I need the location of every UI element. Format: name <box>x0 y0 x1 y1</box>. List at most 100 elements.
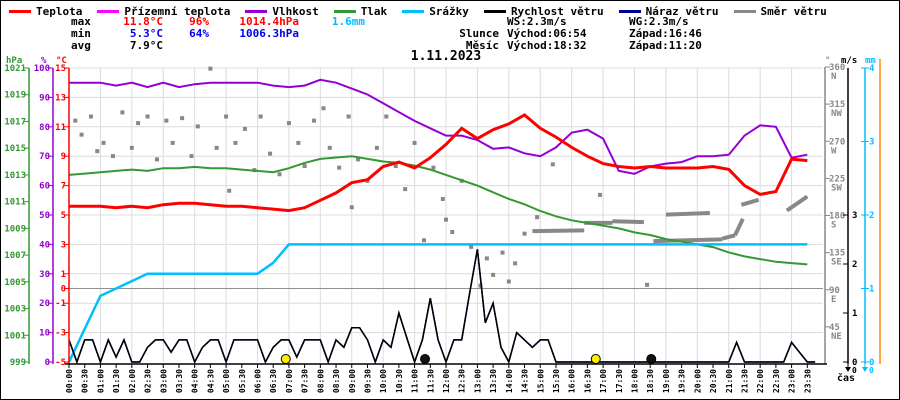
svg-text:60: 60 <box>39 182 50 192</box>
svg-text:16:00: 16:00 <box>568 369 577 393</box>
svg-text:E: E <box>831 295 836 305</box>
svg-text:1011: 1011 <box>4 198 26 208</box>
legend-swatch-rychlost-vetru <box>483 10 506 13</box>
stats-row-avg: avg 7.9°C <box>71 40 365 52</box>
svg-text:23:30: 23:30 <box>803 369 812 393</box>
moon-label: Měsíc <box>465 39 499 52</box>
sun-marker <box>590 354 601 364</box>
svg-text:315: 315 <box>829 100 845 110</box>
legend-item-tlak: Tlak <box>333 5 387 18</box>
svg-text:5: 5 <box>61 211 66 221</box>
svg-text:09:30: 09:30 <box>363 369 372 393</box>
svg-text:10:00: 10:00 <box>379 369 388 393</box>
svg-text:100: 100 <box>34 64 50 74</box>
svg-text:10:30: 10:30 <box>395 369 404 393</box>
svg-text:N: N <box>831 72 836 82</box>
svg-text:15: 15 <box>55 64 66 74</box>
svg-text:21:30: 21:30 <box>740 369 749 393</box>
series-smer-vetru <box>73 66 809 288</box>
svg-text:15:00: 15:00 <box>536 369 545 393</box>
stat-avg-temp: 7.9°C <box>129 39 163 52</box>
stat-max-rain: 1.6mm <box>331 15 365 28</box>
svg-text:13:30: 13:30 <box>489 369 498 393</box>
svg-text:00:00: 00:00 <box>65 369 74 393</box>
axis-ms: m/s 3 2 1 00 <box>841 56 857 375</box>
svg-text:1017: 1017 <box>4 117 26 127</box>
legend-item-prizemni-teplota: Přízemní teplota <box>97 5 230 18</box>
svg-text:°: ° <box>825 56 830 66</box>
moon-marker <box>646 354 657 364</box>
svg-text:m/s: m/s <box>841 56 857 66</box>
svg-text:05:00: 05:00 <box>222 369 231 393</box>
svg-text:360: 360 <box>829 63 845 73</box>
svg-text:50: 50 <box>39 211 50 221</box>
sun-label: Slunce <box>459 27 499 40</box>
x-axis: 00:00 00:30 01:00 01:30 02:00 02:30 03:00 03:30… <box>65 363 855 393</box>
svg-text:06:00: 06:00 <box>254 369 263 393</box>
legend-item-vlhkost: Vlhkost <box>245 5 319 18</box>
svg-text:1: 1 <box>869 285 874 295</box>
svg-text:40: 40 <box>39 240 50 250</box>
svg-text:14:00: 14:00 <box>505 369 514 393</box>
series-prizemni-teplota <box>69 113 808 212</box>
legend-label: Teplota <box>36 5 83 18</box>
svg-text:1013: 1013 <box>4 171 26 181</box>
svg-text:18:00: 18:00 <box>631 369 640 393</box>
svg-text:15:30: 15:30 <box>552 369 561 393</box>
svg-text:06:30: 06:30 <box>269 369 278 393</box>
svg-text:1021: 1021 <box>4 64 26 74</box>
svg-text:1003: 1003 <box>4 305 26 315</box>
svg-text:19:30: 19:30 <box>678 369 687 393</box>
moonrise-time: Východ:18:32 <box>507 39 587 52</box>
legend: Teplota Přízemní teplota Vlhkost Tlak Srážky… <box>9 5 827 18</box>
legend-item-srazky: Srážky <box>402 5 469 18</box>
svg-text:70: 70 <box>39 152 50 162</box>
legend-label: Srážky <box>429 5 469 18</box>
svg-text:3: 3 <box>61 240 66 250</box>
stat-max-pressure: 1014.4hPa <box>239 15 299 28</box>
svg-text:1: 1 <box>852 309 857 319</box>
stat-min-pressure: 1006.3hPa <box>239 27 299 40</box>
moon-row: Měsíc Východ:18:32 Západ:11:20 <box>447 40 741 52</box>
svg-text:135: 135 <box>829 249 845 259</box>
svg-text:03:30: 03:30 <box>175 369 184 393</box>
series-tlak <box>68 155 808 266</box>
series-srazky <box>67 243 808 363</box>
svg-text:1019: 1019 <box>4 91 26 101</box>
svg-text:1007: 1007 <box>4 251 26 261</box>
sun-row: Slunce Východ:06:54 Západ:16:46 <box>447 28 741 40</box>
legend-swatch-teplota <box>9 10 31 13</box>
astro-block: WS:2.3m/s WG:2.3m/s Slunce Východ:06:54 … <box>447 16 741 52</box>
svg-text:13:00: 13:00 <box>473 369 482 393</box>
svg-text:18:30: 18:30 <box>646 369 655 393</box>
svg-text:%: % <box>41 56 47 66</box>
legend-swatch-prizemni-teplota <box>97 10 120 13</box>
sun-marker <box>280 354 291 364</box>
series-naraz-vetru <box>68 249 816 365</box>
svg-text:NW: NW <box>831 109 842 119</box>
legend-swatch-tlak <box>333 10 356 13</box>
svg-text:-5: -5 <box>55 358 66 368</box>
svg-text:23:00: 23:00 <box>788 369 797 393</box>
wind-stats-row: WS:2.3m/s WG:2.3m/s <box>447 16 741 28</box>
legend-swatch-vlhkost <box>245 10 268 13</box>
svg-text:-3: -3 <box>55 329 66 339</box>
svg-text:07:30: 07:30 <box>301 369 310 393</box>
svg-text:12:00: 12:00 <box>442 369 451 393</box>
svg-text:NE: NE <box>831 332 842 342</box>
wind-speed-stat: WS:2.3m/s <box>507 15 567 28</box>
legend-label: Vlhkost <box>272 5 319 18</box>
svg-text:1009: 1009 <box>4 224 26 234</box>
svg-text:12:30: 12:30 <box>458 369 467 393</box>
svg-text:-1: -1 <box>55 299 66 309</box>
axis-mm: mm4 3 2 1 00 <box>861 56 876 375</box>
svg-text:08:30: 08:30 <box>332 369 341 393</box>
svg-text:2: 2 <box>869 211 874 221</box>
svg-text:20:00: 20:00 <box>693 369 702 393</box>
svg-text:11:30: 11:30 <box>426 369 435 393</box>
svg-text:07:00: 07:00 <box>285 369 294 393</box>
